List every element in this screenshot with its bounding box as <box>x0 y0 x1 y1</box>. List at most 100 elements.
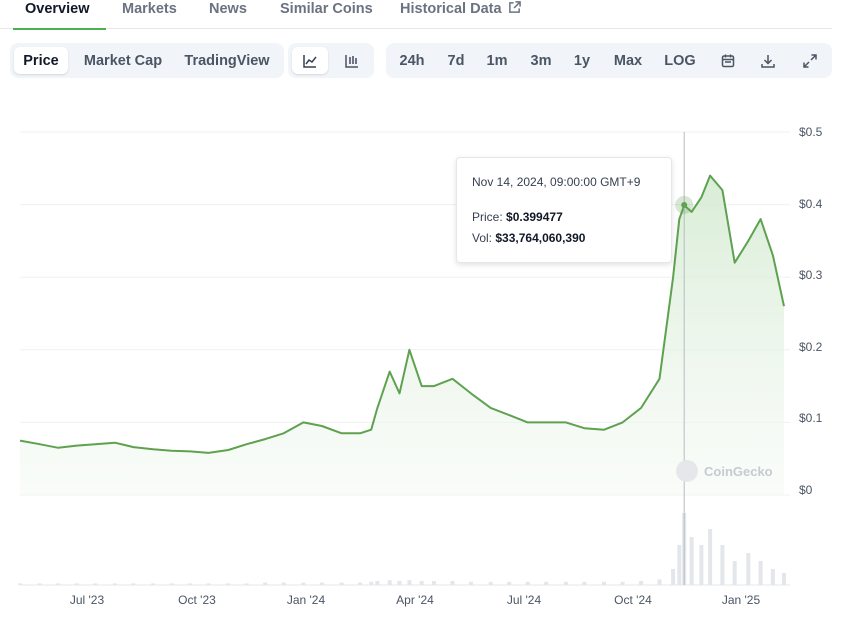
watermark-text: CoinGecko <box>704 463 773 479</box>
volume-bar <box>56 583 61 585</box>
volume-bar <box>450 581 455 585</box>
line-chart-icon <box>303 54 317 68</box>
price-line <box>19 174 785 454</box>
line-chart-button[interactable] <box>292 47 328 74</box>
tab-historical-data[interactable]: Historical Data <box>400 0 521 29</box>
volume-bar <box>369 581 374 585</box>
volume-bar <box>151 583 156 585</box>
x-tick-label: Oct '23 <box>178 593 216 607</box>
range-3m-button[interactable]: 3m <box>523 47 559 74</box>
volume-bar <box>358 582 363 585</box>
volume-bar <box>432 581 436 585</box>
volume-bar <box>387 580 392 585</box>
x-tick-label: Jan '24 <box>286 593 326 607</box>
volume-bar <box>563 581 568 585</box>
volume-bar <box>699 545 704 585</box>
tab-label: Overview <box>25 1 90 17</box>
y-tick-label: $0.4 <box>799 197 823 211</box>
volume-bar <box>301 582 306 585</box>
volume-bar <box>782 573 786 585</box>
tooltip-volume-row: Vol: $33,764,060,390 <box>472 231 585 245</box>
volume-bar <box>732 561 737 585</box>
volume-bar <box>677 545 682 585</box>
volume-bar <box>37 583 42 585</box>
price-chart[interactable]: $0.5 $0.4 $0.3 $0.2 $0.1 $0 Jul '23 Oct … <box>0 110 849 625</box>
volume-bar <box>263 582 268 585</box>
price-button[interactable]: Price <box>14 47 68 74</box>
volume-bar <box>525 581 530 585</box>
x-tick-label: Oct '24 <box>614 593 652 607</box>
tab-markets[interactable]: Markets <box>122 0 177 29</box>
volume-bar <box>582 581 587 585</box>
range-label: 1m <box>486 52 508 69</box>
volume-bar <box>639 581 644 585</box>
volume-bar <box>244 583 249 585</box>
volume-bar <box>131 583 136 585</box>
volume-bar <box>281 582 286 585</box>
range-max-button[interactable]: Max <box>606 47 650 74</box>
volume-bar <box>93 583 98 585</box>
range-label: LOG <box>664 52 696 69</box>
range-label: 7d <box>447 52 465 69</box>
volume-bar <box>602 581 607 585</box>
volume-bar <box>746 553 751 585</box>
volume-bar <box>689 537 694 585</box>
range-7d-button[interactable]: 7d <box>438 47 474 74</box>
coingecko-logo-icon <box>676 460 698 482</box>
x-tick-label: Jul '23 <box>69 593 105 607</box>
tradingview-button[interactable]: TradingView <box>178 47 276 74</box>
y-tick-label: $0.1 <box>799 411 823 425</box>
volume-bar <box>375 581 380 585</box>
range-label: 24h <box>399 52 425 69</box>
range-1y-button[interactable]: 1y <box>564 47 600 74</box>
chart-tooltip: Nov 14, 2024, 09:00:00 GMT+9 Price: $0.3… <box>456 157 672 263</box>
tab-bar: Overview Markets News Similar Coins Hist… <box>0 0 832 30</box>
volume-bar <box>507 581 512 585</box>
volume-bar <box>188 583 193 585</box>
tab-label: Similar Coins <box>280 1 373 17</box>
range-label: 1y <box>573 52 591 69</box>
tab-overview[interactable]: Overview <box>13 0 105 30</box>
y-tick-label: $0.5 <box>799 125 823 139</box>
y-tick-label: $0.2 <box>799 340 823 354</box>
volume-bar <box>319 582 324 585</box>
volume-bar <box>226 583 231 585</box>
tab-label: Markets <box>122 1 177 17</box>
volume-bar <box>488 581 493 585</box>
tab-similar-coins[interactable]: Similar Coins <box>280 0 373 29</box>
x-tick-label: Jan '25 <box>721 593 761 607</box>
volume-bar <box>620 581 625 585</box>
volume-bar <box>339 582 344 585</box>
volume-bar <box>18 583 22 585</box>
tooltip-volume-label: Vol: <box>472 231 493 245</box>
volume-bar <box>169 583 174 585</box>
tab-label: News <box>209 1 247 17</box>
coingecko-watermark: CoinGecko <box>676 460 773 482</box>
download-button[interactable] <box>754 47 782 74</box>
volume-bar <box>708 529 713 585</box>
tradingview-label: TradingView <box>184 52 270 69</box>
log-scale-button[interactable]: LOG <box>658 47 702 74</box>
x-tick-label: Apr '24 <box>396 593 434 607</box>
volume-bar <box>758 561 763 585</box>
price-area-fill <box>20 175 784 495</box>
y-tick-label: $0.3 <box>799 268 823 282</box>
y-tick-label: $0 <box>799 483 813 497</box>
range-label: 3m <box>530 52 552 69</box>
calendar-button[interactable] <box>714 47 742 74</box>
expand-button[interactable] <box>796 47 824 74</box>
market-cap-button[interactable]: Market Cap <box>74 47 172 74</box>
volume-bar <box>770 569 775 585</box>
chart-type-group <box>288 43 374 78</box>
tab-label: Historical Data <box>400 1 502 17</box>
tab-news[interactable]: News <box>209 0 247 29</box>
candlestick-button[interactable] <box>334 47 370 74</box>
tooltip-volume-value: $33,764,060,390 <box>495 231 586 245</box>
price-label: Price <box>23 52 59 69</box>
price-chart-plot <box>18 131 790 586</box>
candlestick-icon <box>345 54 358 68</box>
hover-marker <box>681 201 688 208</box>
range-1m-button[interactable]: 1m <box>479 47 515 74</box>
external-link-icon <box>508 1 521 13</box>
range-24h-button[interactable]: 24h <box>392 47 432 74</box>
